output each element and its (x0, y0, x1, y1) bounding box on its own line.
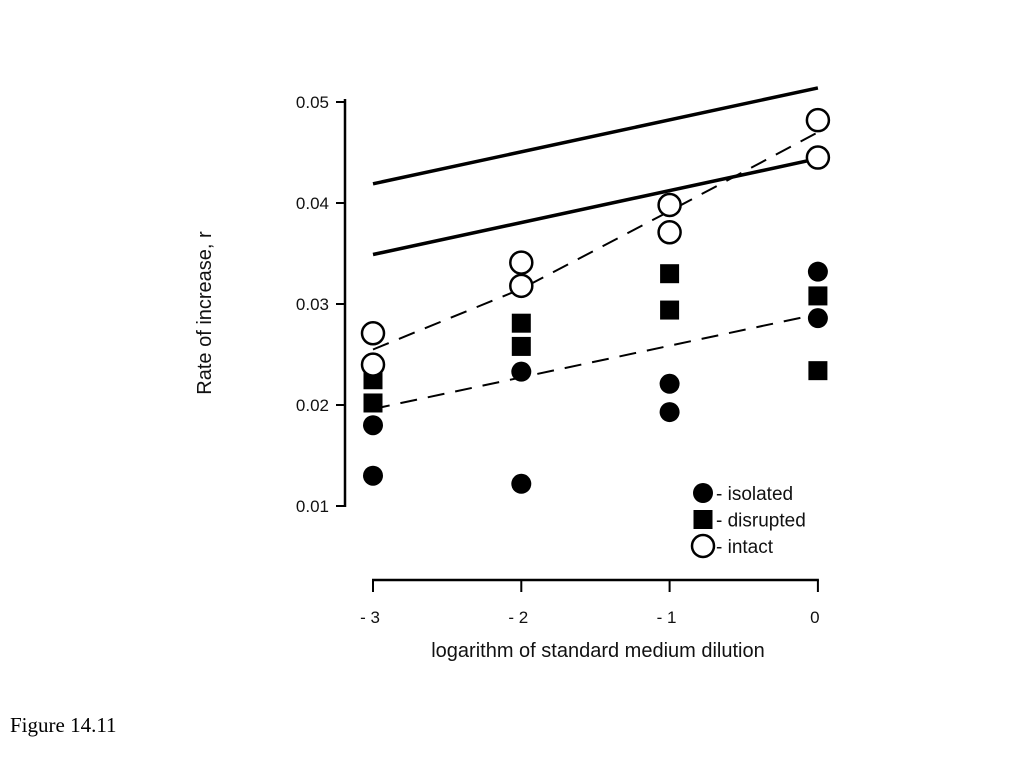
open-circle-point (805, 145, 831, 170)
filled-square-point (511, 336, 531, 356)
x-tick-label: 0 (810, 608, 819, 627)
x-axis: - 3 - 2 - 1 0 (360, 578, 820, 627)
solid-line-1 (372, 86, 819, 186)
x-tick-label: - 2 (508, 608, 528, 627)
open-circle-point (657, 220, 682, 245)
legend-marker-open-circle (690, 533, 716, 559)
legend-label: - isolated (716, 484, 793, 505)
open-circle-point (509, 273, 534, 299)
filled-circle-point (511, 473, 532, 494)
y-tick-label: 0.03 (296, 295, 329, 314)
y-tick-label: 0.04 (296, 194, 329, 213)
filled-circle-point (807, 261, 828, 282)
filled-circle-point (659, 402, 680, 423)
x-axis-title: logarithm of standard medium dilution (431, 640, 765, 662)
filled-circle-point (363, 415, 383, 436)
solid-line-2 (372, 156, 819, 257)
filled-square-point (808, 286, 828, 306)
filled-square-point (808, 361, 828, 381)
filled-circle-point (659, 373, 680, 394)
y-tick-label: 0.02 (296, 396, 329, 415)
y-axis-title: Rate of increase, r (194, 231, 216, 395)
legend: - isolated - disrupted - intact (690, 483, 806, 559)
filled-circle-point (511, 361, 532, 382)
y-tick-label: 0.05 (296, 93, 329, 112)
x-tick-label: - 1 (657, 608, 677, 627)
legend-label: - intact (716, 537, 774, 558)
open-circle-point (360, 352, 386, 377)
legend-marker-filled-square (693, 510, 713, 529)
x-tick-label: - 3 (360, 608, 380, 627)
filled-square-point (660, 300, 680, 320)
open-circle-point (805, 107, 831, 133)
open-circle-point (657, 192, 682, 218)
open-circle-point (509, 250, 534, 275)
y-axis: 0.01 0.02 0.03 0.04 0.05 (296, 93, 347, 516)
legend-label: - disrupted (716, 511, 806, 532)
figure-caption: Figure 14.11 (10, 713, 117, 737)
dashed-line-4 (372, 313, 819, 410)
filled-square-point (511, 313, 531, 333)
open-circle-point (360, 321, 386, 346)
legend-marker-filled-circle (693, 483, 713, 503)
filled-circle-point (363, 465, 383, 486)
filled-square-point (660, 264, 680, 284)
filled-circle-point (807, 308, 828, 329)
data-markers (360, 107, 831, 494)
y-tick-label: 0.01 (296, 497, 329, 516)
filled-square-point (363, 393, 383, 413)
fit-lines (372, 86, 819, 410)
